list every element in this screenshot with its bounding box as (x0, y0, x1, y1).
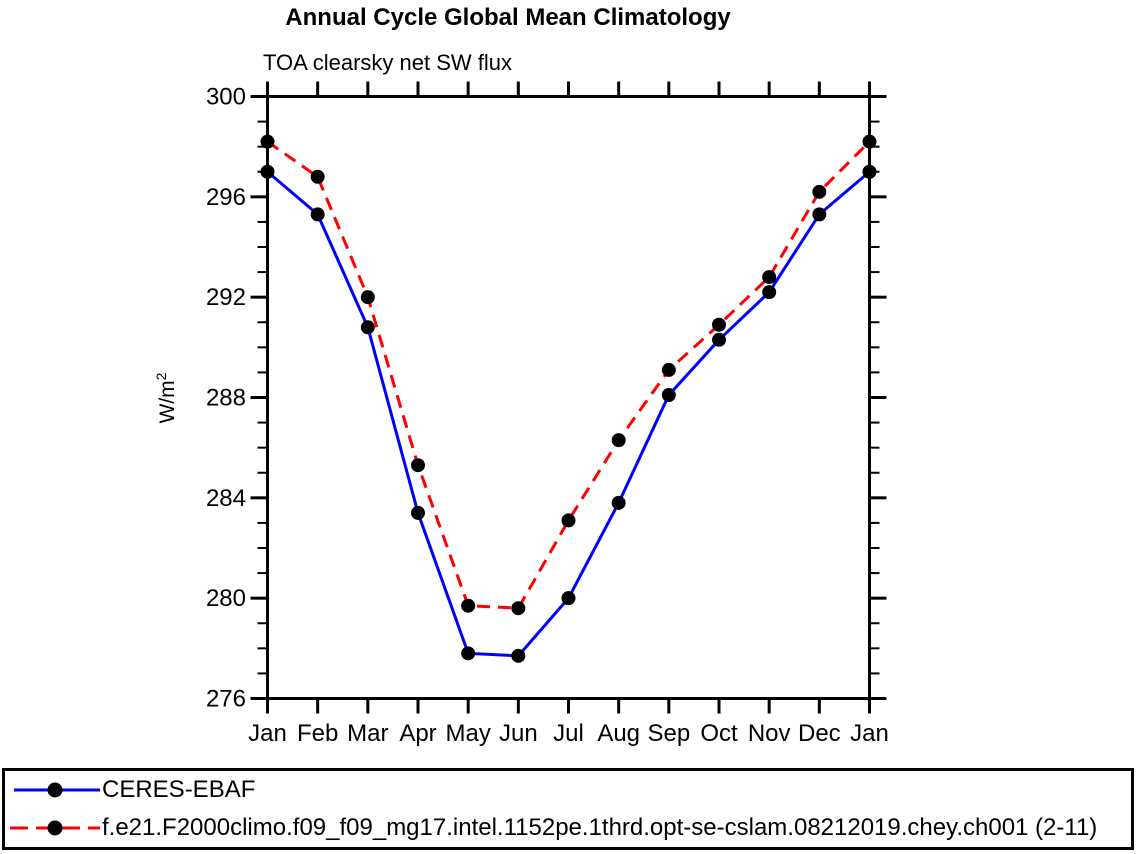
chart-plot: Jan Feb Mar Apr May Jun Jul Aug Sep Oct Nov Dec Jan2… (153, 81, 889, 747)
x-tick-label: May (445, 720, 490, 747)
data-point-marker (661, 387, 676, 402)
data-point-marker (862, 164, 877, 179)
data-point-marker (611, 433, 626, 448)
legend-item-ceres: CERES-EBAF (10, 777, 255, 803)
data-point-marker (260, 164, 275, 179)
x-tick-label: Jan (850, 720, 889, 747)
x-tick-label: Jul (553, 720, 584, 747)
data-point-marker (461, 598, 476, 613)
legend-label: CERES-EBAF (102, 776, 256, 803)
legend-item-model: f.e21.F2000climo.f09_f09_mg17.intel.1152… (10, 815, 1097, 841)
x-tick-label: Aug (597, 720, 640, 747)
data-point-marker (862, 134, 877, 149)
series-line-0 (266, 170, 871, 658)
y-tick-label: 300 (206, 84, 246, 111)
data-point-marker (561, 591, 576, 606)
data-point-marker (461, 646, 476, 661)
data-point-marker (762, 270, 777, 285)
data-point-marker (812, 207, 827, 222)
y-axis-label: W/m2 (153, 372, 179, 423)
data-point-marker (812, 184, 827, 199)
y-tick-label: 276 (206, 686, 246, 713)
data-point-marker (661, 362, 676, 377)
data-point-marker (561, 513, 576, 528)
y-tick-label: 292 (206, 284, 246, 311)
data-point-marker (310, 169, 325, 184)
x-tick-label: Jan (248, 720, 287, 747)
data-point-marker (310, 207, 325, 222)
y-tick-label: 284 (206, 485, 246, 512)
legend-line-solid-blue-icon (14, 782, 100, 798)
x-tick-label: Nov (748, 720, 791, 747)
data-point-marker (511, 601, 526, 616)
x-tick-label: Sep (647, 720, 690, 747)
legend-label: f.e21.F2000climo.f09_f09_mg17.intel.1152… (102, 814, 1098, 841)
y-tick-label: 280 (206, 585, 246, 612)
plot-frame (266, 95, 871, 700)
data-point-marker (762, 285, 777, 300)
x-tick-label: Feb (297, 720, 338, 747)
chart-title: Annual Cycle Global Mean Climatology (285, 4, 731, 31)
data-point-marker (611, 495, 626, 510)
legend-line-dashed-red-icon (10, 820, 100, 836)
data-point-marker (411, 505, 425, 520)
x-tick-label: Dec (798, 720, 841, 747)
marker-dot-icon (47, 782, 63, 798)
data-point-marker (411, 458, 425, 473)
data-point-marker (360, 290, 375, 305)
x-tick-label: Mar (347, 720, 388, 747)
x-tick-label: Apr (399, 720, 436, 747)
y-tick-label: 288 (206, 385, 246, 412)
marker-dot-icon (47, 820, 63, 836)
data-point-marker (360, 320, 375, 335)
x-tick-label: Jun (499, 720, 538, 747)
series-line-1 (266, 140, 871, 610)
y-tick-label: 296 (206, 184, 246, 211)
chart-subtitle: TOA clearsky net SW flux (263, 50, 513, 75)
data-point-marker (260, 134, 275, 149)
data-point-marker (511, 648, 526, 663)
legend-box: CERES-EBAF f.e21.F2000climo.f09_f09_mg17… (2, 768, 1134, 850)
x-tick-label: Oct (700, 720, 738, 747)
data-point-marker (712, 332, 726, 347)
data-point-marker (712, 317, 726, 332)
